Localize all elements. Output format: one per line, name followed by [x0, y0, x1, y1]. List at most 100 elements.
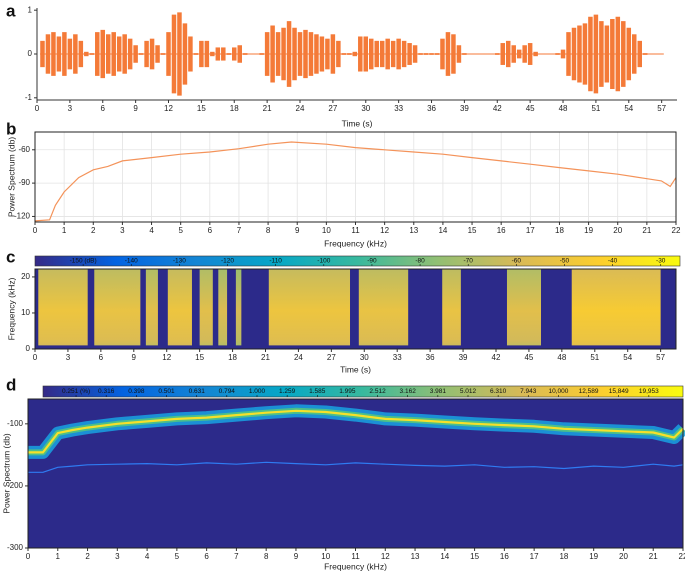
- x-tick-label: 57: [657, 104, 666, 113]
- colorbar-tick-label: -70: [464, 258, 474, 265]
- x-axis-label: Time (s): [342, 118, 373, 128]
- x-tick-label: 15: [195, 353, 204, 362]
- x-tick-label: 12: [164, 104, 173, 113]
- colorbar-tick-label: -150 (dB): [70, 258, 97, 265]
- x-tick-label: 9: [295, 226, 300, 235]
- colorbar-tick-label: 1.259: [279, 388, 296, 395]
- x-tick-label: 16: [500, 552, 509, 561]
- x-tick-label: 51: [590, 353, 599, 362]
- colorbar-tick-label: 10,000: [548, 388, 568, 395]
- colorbar-tick-label: 0.251 (%): [62, 388, 90, 395]
- colorbar-tick-label: 2.512: [369, 388, 386, 395]
- y-tick-label: 20: [21, 272, 30, 281]
- x-tick-label: 36: [426, 353, 435, 362]
- spectrogram-block: [218, 269, 228, 346]
- colorbar: [42, 385, 684, 398]
- x-tick-label: 0: [33, 226, 38, 235]
- x-tick-label: 3: [68, 104, 73, 113]
- x-tick-label: 5: [175, 552, 180, 561]
- x-tick-label: 2: [85, 552, 90, 561]
- x-tick-label: 11: [351, 226, 360, 235]
- x-tick-label: 0: [35, 104, 40, 113]
- colorbar: [34, 255, 681, 267]
- panel-label: a: [6, 1, 16, 20]
- plot-frame: [27, 398, 684, 549]
- x-tick-label: 42: [492, 353, 501, 362]
- x-axis-label: Frequency (kHz): [324, 238, 387, 248]
- x-tick-label: 20: [619, 552, 628, 561]
- x-tick-label: 54: [624, 104, 633, 113]
- x-tick-label: 1: [56, 552, 61, 561]
- x-tick-label: 11: [351, 552, 360, 561]
- x-tick-label: 21: [642, 226, 651, 235]
- x-tick-label: 18: [228, 353, 237, 362]
- y-tick-label: -300: [7, 543, 24, 552]
- spectrogram-block: [167, 269, 192, 346]
- x-tick-label: 14: [438, 226, 447, 235]
- x-tick-label: 7: [234, 552, 239, 561]
- colorbar-tick-label: 7.943: [520, 388, 537, 395]
- colorbar-tick-label: -60: [512, 258, 522, 265]
- x-tick-label: 4: [145, 552, 150, 561]
- x-tick-label: 13: [409, 226, 418, 235]
- x-tick-label: 14: [440, 552, 449, 561]
- x-tick-label: 48: [557, 353, 566, 362]
- spectrogram-block: [358, 269, 409, 346]
- y-tick-label: 1: [28, 5, 33, 14]
- x-tick-label: 27: [327, 353, 336, 362]
- x-tick-label: 21: [263, 104, 272, 113]
- spectrogram-block: [38, 269, 88, 346]
- spectrogram-block: [94, 269, 141, 346]
- x-tick-label: 51: [591, 104, 600, 113]
- plot-background: [35, 269, 676, 349]
- x-tick-label: 22: [672, 226, 681, 235]
- colorbar-tick-label: -80: [415, 258, 425, 265]
- spectrogram-block: [235, 269, 242, 346]
- spectrogram-block: [268, 269, 351, 346]
- x-tick-label: 30: [360, 353, 369, 362]
- colorbar-tick-label: 1.995: [339, 388, 356, 395]
- colorbar-tick-label: 0.631: [189, 388, 206, 395]
- colorbar-tick-label: -30: [656, 258, 666, 265]
- y-tick-label: -60: [18, 145, 30, 154]
- y-tick-label: 10: [21, 308, 30, 317]
- x-tick-label: 18: [555, 226, 564, 235]
- colorbar-tick-label: -40: [608, 258, 618, 265]
- x-tick-label: 0: [26, 552, 31, 561]
- colorbar-tick-label: -110: [269, 258, 282, 265]
- y-tick-label: 0: [28, 49, 33, 58]
- x-tick-label: 15: [470, 552, 479, 561]
- density-line: [28, 409, 684, 454]
- x-tick-label: 48: [559, 104, 568, 113]
- x-tick-label: 45: [526, 104, 535, 113]
- colorbar-tick-label: -140: [125, 258, 138, 265]
- x-tick-label: 4: [149, 226, 154, 235]
- y-axis-label: Power Spectrum (db): [6, 137, 16, 217]
- colorbar-tick-label: -130: [173, 258, 186, 265]
- x-axis-label: Time (s): [340, 364, 371, 374]
- x-tick-label: 18: [559, 552, 568, 561]
- plot-frame: [34, 131, 677, 223]
- colorbar-tick-label: 0.794: [219, 388, 236, 395]
- x-tick-label: 6: [208, 226, 213, 235]
- x-tick-label: 39: [459, 353, 468, 362]
- x-tick-label: 9: [132, 353, 137, 362]
- x-tick-label: 3: [115, 552, 120, 561]
- x-tick-label: 15: [468, 226, 477, 235]
- x-tick-label: 8: [266, 226, 271, 235]
- y-axis-label: Power Spectrum (db): [1, 433, 11, 513]
- x-tick-label: 1: [62, 226, 67, 235]
- x-tick-label: 15: [197, 104, 206, 113]
- x-tick-label: 24: [296, 104, 305, 113]
- x-tick-label: 27: [328, 104, 337, 113]
- panel-label: c: [6, 247, 15, 266]
- spectrogram-block: [571, 269, 661, 346]
- x-tick-label: 22: [679, 552, 685, 561]
- x-tick-label: 21: [649, 552, 658, 561]
- x-tick-label: 6: [99, 353, 104, 362]
- colorbar-tick-label: 12,589: [579, 388, 599, 395]
- x-tick-label: 10: [321, 552, 330, 561]
- x-tick-label: 9: [133, 104, 138, 113]
- x-tick-label: 12: [162, 353, 171, 362]
